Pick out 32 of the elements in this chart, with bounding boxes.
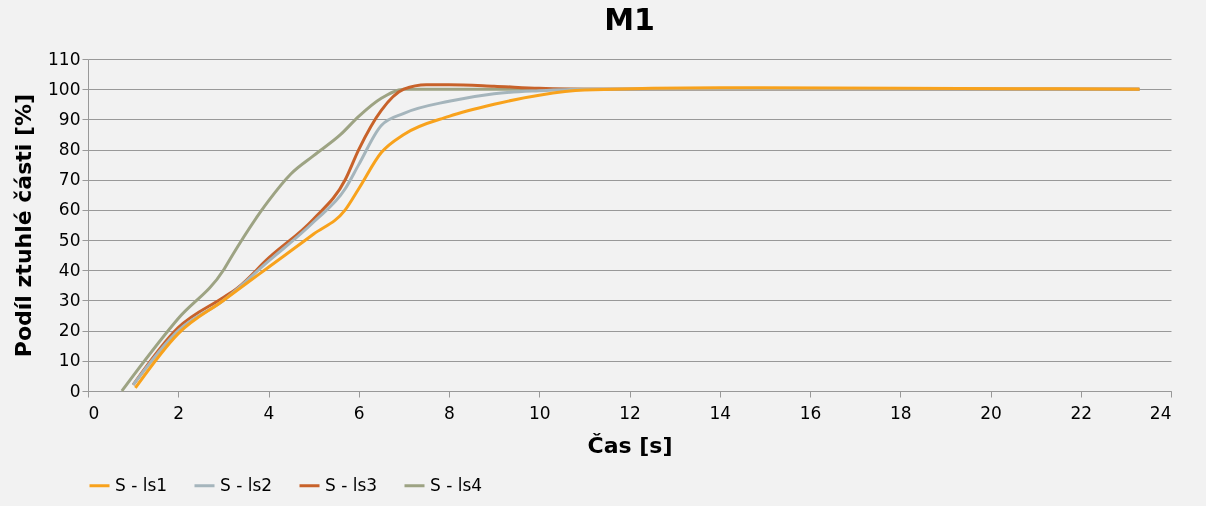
x-axis-title: Čas [s] [587,432,673,458]
y-tick-label: 70 [58,169,81,190]
y-tick-label: 80 [58,139,81,160]
x-tick-label: 14 [709,402,732,423]
y-tick-label: 110 [48,48,81,69]
legend-label: S - ls2 [220,474,273,495]
x-tick-label: 2 [173,402,185,423]
y-tick-label: 100 [48,78,81,99]
y-tick-label: 20 [58,320,81,341]
x-tick-label: 0 [88,402,100,423]
x-tick-label: 6 [353,402,365,423]
legend-label: S - ls1 [115,474,168,495]
y-axis-title: Podíl ztuhlé části [%] [11,93,37,358]
x-tick-label: 18 [889,402,912,423]
x-tick-label: 20 [980,402,1002,423]
legend-label: S - ls4 [430,474,483,495]
x-tick-label: 24 [1149,402,1172,423]
x-tick-label: 12 [619,402,641,423]
y-tick-label: 30 [58,289,81,310]
x-tick-label: 10 [528,402,551,423]
legend-label: S - ls3 [325,474,378,495]
y-tick-label: 40 [58,259,81,280]
x-tick-label: 8 [444,402,455,423]
x-tick-label: 22 [1070,402,1093,423]
y-tick-label: 50 [58,229,81,250]
y-tick-label: 10 [58,350,81,371]
x-tick-label: 4 [263,402,275,423]
x-tick-label: 16 [799,402,822,423]
y-tick-label: 60 [58,199,81,220]
chart-title: M1 [604,2,655,37]
y-tick-label: 0 [69,380,81,401]
y-tick-label: 90 [58,108,81,129]
